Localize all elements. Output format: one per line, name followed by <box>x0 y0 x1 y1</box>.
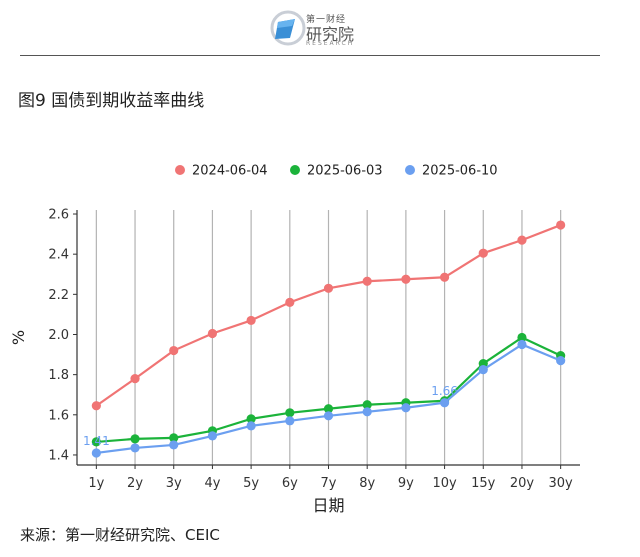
y-tick-label: 1.8 <box>48 368 69 383</box>
point-2024-06-04-30y <box>556 220 566 230</box>
figure-title: 图9 国债到期收益率曲线 <box>18 91 205 111</box>
axes: 1.4 1.6 1.8 2.0 2.2 2.4 2.6 1y 2y 3y 4y 5y 6y 7y 8y 9y 1… <box>48 208 580 491</box>
series-2024-06-04 <box>91 220 566 411</box>
point-2025-06-10-30y <box>556 355 566 366</box>
point-2024-06-04-2y <box>130 374 140 384</box>
legend-label: 2024-06-04 <box>192 164 268 179</box>
point-2024-06-04-3y <box>169 345 179 356</box>
x-tick-label: 7y <box>321 476 337 491</box>
x-tick-label: 20y <box>510 476 535 491</box>
data-label: 1.66 <box>431 384 458 398</box>
point-2025-06-03-20y <box>517 332 527 343</box>
point-2025-06-10-5y <box>246 421 256 431</box>
point-2025-06-10-4y <box>207 431 218 441</box>
point-2025-06-10-15y <box>478 365 488 375</box>
x-axis-title: 日期 <box>312 496 344 515</box>
point-2024-06-04-6y <box>285 297 295 307</box>
x-tick-label: 3y <box>166 476 182 491</box>
x-tick-label: 9y <box>398 476 414 491</box>
point-2024-06-04-7y <box>323 283 334 293</box>
point-2024-06-04-8y <box>362 276 372 286</box>
x-tick-label: 2y <box>127 476 143 491</box>
point-2025-06-03-3y <box>169 433 179 443</box>
point-2024-06-04-1y <box>91 401 101 411</box>
y-tick-label: 2.6 <box>48 208 69 223</box>
legend: 2024-06-04 2025-06-03 2025-06-10 <box>175 164 498 179</box>
grid <box>95 210 562 465</box>
x-tick-label: 8y <box>359 476 375 491</box>
x-tick-label: 1y <box>88 476 104 491</box>
y-tick-label: 1.4 <box>48 448 69 463</box>
x-tick-label: 5y <box>243 476 259 491</box>
logo-text-sub: RESEARCH <box>306 40 355 47</box>
point-2025-06-03-2y <box>130 434 140 444</box>
point-2025-06-03-1y <box>91 437 101 447</box>
point-2024-06-04-10y <box>439 272 450 282</box>
logo-text-top: 第一财经 <box>306 15 347 25</box>
point-2025-06-03-5y <box>246 414 256 424</box>
point-2025-06-10-10y <box>439 398 450 408</box>
source-note: 来源：第一财经研究院、CEIC <box>20 526 220 544</box>
point-2025-06-03-6y <box>285 408 295 418</box>
logo <box>268 8 358 48</box>
point-2025-06-10-7y <box>323 411 334 421</box>
x-tick-label: 10y <box>432 476 457 491</box>
legend-label: 2025-06-03 <box>307 164 383 179</box>
y-axis-title: % <box>9 330 28 345</box>
point-2024-06-04-20y <box>517 235 527 245</box>
point-2025-06-03-7y <box>323 404 334 414</box>
series-layer <box>91 220 566 458</box>
point-2025-06-10-1y <box>91 448 101 458</box>
point-2025-06-03-8y <box>362 400 372 410</box>
annotations: 1.41 1.66 <box>83 384 458 448</box>
logo-text-main: 研究院 <box>306 25 355 44</box>
point-2024-06-04-15y <box>478 248 488 258</box>
x-tick-label: 15y <box>471 476 496 491</box>
legend-marker <box>175 165 185 175</box>
point-2025-06-10-3y <box>169 440 179 450</box>
point-2025-06-10-6y <box>285 416 295 426</box>
legend-marker <box>405 165 415 175</box>
series-2025-06-10 <box>91 339 566 458</box>
y-tick-label: 1.6 <box>48 408 69 423</box>
y-tick-label: 2.2 <box>48 288 69 303</box>
series-2025-06-03 <box>91 332 566 447</box>
legend-marker <box>290 165 300 175</box>
point-2025-06-10-2y <box>130 443 140 453</box>
logo-icon <box>270 10 306 46</box>
point-2025-06-10-20y <box>517 339 527 350</box>
point-2024-06-04-4y <box>207 328 218 339</box>
x-tick-label: 30y <box>549 476 574 491</box>
y-tick-label: 2.0 <box>48 328 69 343</box>
x-tick-label: 6y <box>282 476 298 491</box>
legend-item-2025-06-03: 2025-06-03 <box>290 164 383 179</box>
point-2025-06-10-9y <box>401 403 411 413</box>
point-2024-06-04-9y <box>401 274 411 284</box>
x-tick-label: 4y <box>204 476 220 491</box>
data-label: 1.41 <box>83 434 110 448</box>
legend-label: 2025-06-10 <box>422 164 498 179</box>
point-2024-06-04-5y <box>246 315 256 326</box>
y-tick-label: 2.4 <box>48 248 69 263</box>
legend-item-2025-06-10: 2025-06-10 <box>405 164 498 179</box>
point-2025-06-10-8y <box>362 407 372 417</box>
header-divider <box>20 55 600 56</box>
legend-item-2024-06-04: 2024-06-04 <box>175 164 268 179</box>
